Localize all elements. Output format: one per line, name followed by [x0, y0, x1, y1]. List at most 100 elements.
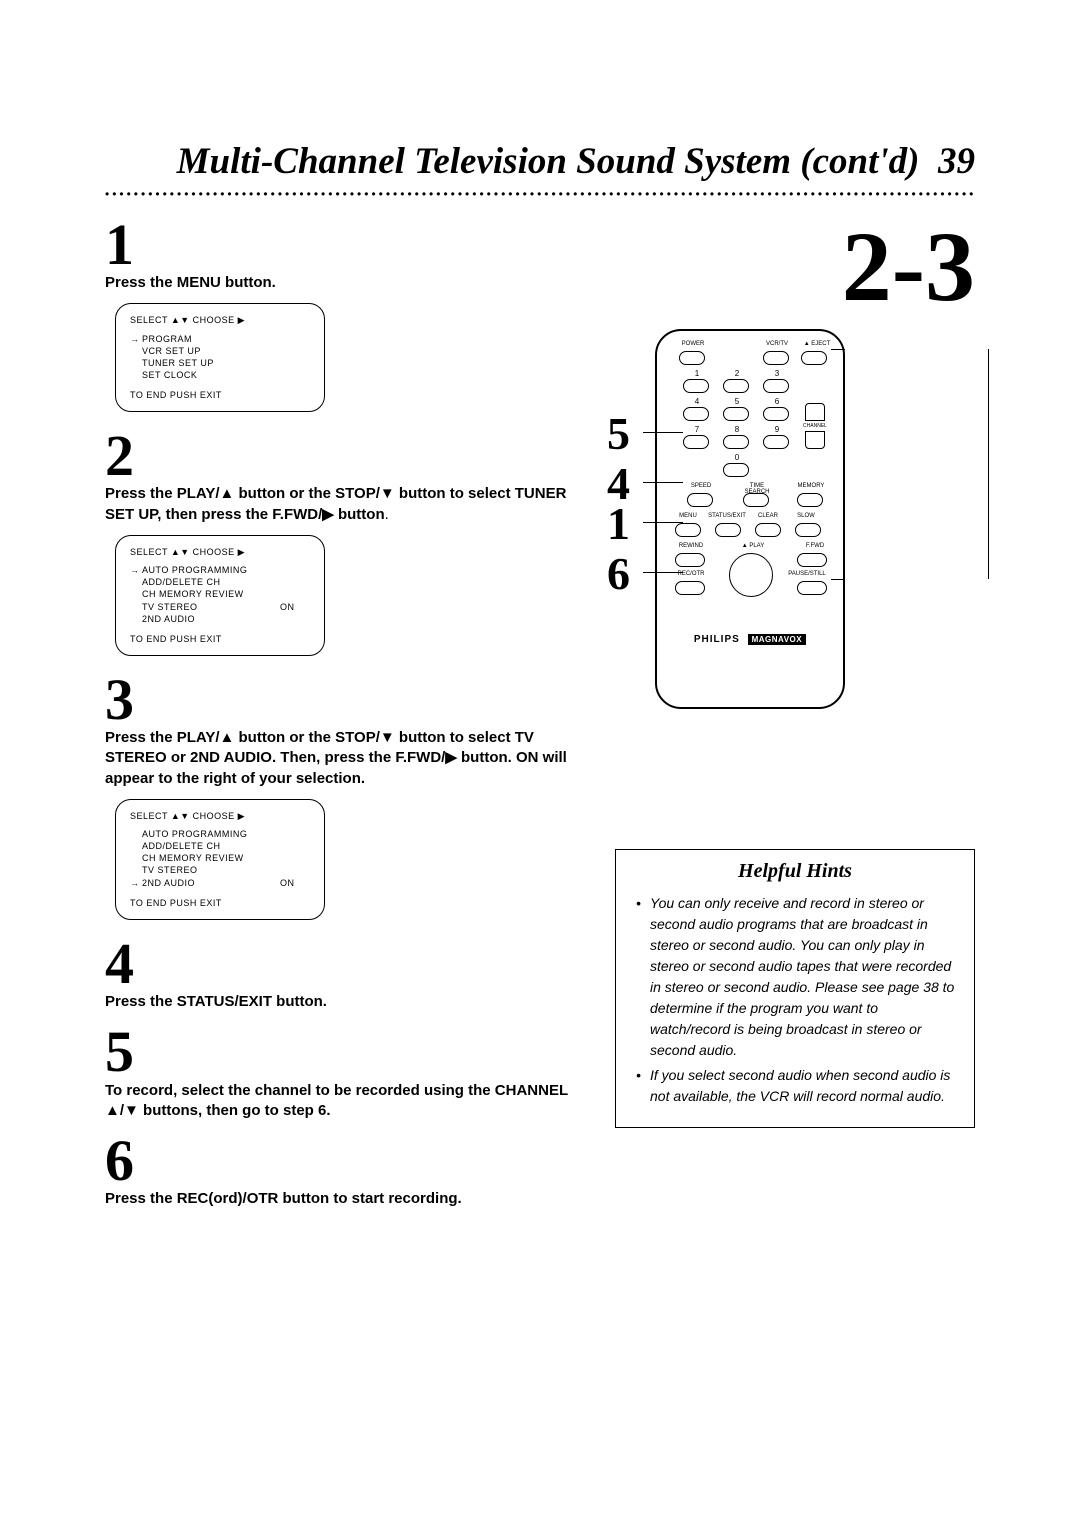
- osd2-label-1: ADD/DELETE CH: [142, 576, 280, 588]
- osd2-label-0: AUTO PROGRAMMING: [142, 564, 280, 576]
- page-title: Multi-Channel Television Sound System (c…: [105, 140, 975, 183]
- btn-0: [723, 463, 749, 477]
- label-rewind: REWIND: [671, 543, 711, 549]
- step2-number: 2: [105, 430, 585, 482]
- right-column: 2-3 5 4 1 6 POWER VCR/TV ▲ EJECT: [615, 219, 975, 1219]
- label-status: STATUS/EXIT: [707, 513, 747, 519]
- osd2-arrow-0: →: [130, 564, 142, 576]
- btn-dpad: [729, 553, 773, 597]
- remote-illustration: POWER VCR/TV ▲ EJECT 1 2 3 4 5 6: [655, 329, 845, 709]
- osd1-header: SELECT ▲▼ CHOOSE ▶: [130, 314, 310, 326]
- brand-row: PHILIPS MAGNAVOX: [657, 634, 843, 645]
- label-pause: PAUSE/STILL: [787, 571, 827, 577]
- btn-ch-up: [805, 403, 825, 421]
- osd2-val-3: ON: [280, 601, 310, 613]
- osd3-arrow-2: [130, 852, 142, 864]
- step5-number: 5: [105, 1026, 585, 1078]
- num-2: 2: [727, 369, 747, 378]
- num-6: 6: [767, 397, 787, 406]
- num-8: 8: [727, 425, 747, 434]
- osd2-val-2: [280, 588, 310, 600]
- remote-wrap: 5 4 1 6 POWER VCR/TV ▲ EJECT 1: [655, 329, 975, 709]
- hint-2: If you select second audio when second a…: [634, 1065, 956, 1107]
- btn-ffwd: [797, 553, 827, 567]
- brand-magnavox: MAGNAVOX: [748, 634, 807, 645]
- osd3-label-2: CH MEMORY REVIEW: [142, 852, 280, 864]
- osd1-footer: TO END PUSH EXIT: [130, 389, 310, 401]
- label-memory: MEMORY: [791, 483, 831, 489]
- btn-1: [683, 379, 709, 393]
- step1-number: 1: [105, 219, 585, 271]
- label-channel: CHANNEL: [795, 423, 835, 429]
- osd1-label-2: TUNER SET UP: [142, 357, 310, 369]
- osd2-arrow-1: [130, 576, 142, 588]
- label-speed: SPEED: [681, 483, 721, 489]
- osd2-footer: TO END PUSH EXIT: [130, 633, 310, 645]
- remote-right-bracket: [988, 349, 989, 579]
- osd3-arrow-3: [130, 864, 142, 876]
- lead-1: 1: [607, 497, 630, 550]
- btn-power: [679, 351, 705, 365]
- label-ffwd: F.FWD: [795, 543, 835, 549]
- step6-text: Press the REC(ord)/OTR button to start r…: [105, 1189, 585, 1209]
- osd3-label-1: ADD/DELETE CH: [142, 840, 280, 852]
- osd3-arrow-0: [130, 828, 142, 840]
- btn-7: [683, 435, 709, 449]
- hint-1: You can only receive and record in stere…: [634, 893, 956, 1061]
- btn-rewind: [675, 553, 705, 567]
- btn-pause: [797, 581, 827, 595]
- osd1-label-3: SET CLOCK: [142, 369, 310, 381]
- osd-menu-1: SELECT ▲▼ CHOOSE ▶ →PROGRAM VCR SET UP T…: [115, 303, 325, 412]
- osd2-label-3: TV STEREO: [142, 601, 280, 613]
- step3-text: Press the PLAY/▲ button or the STOP/▼ bu…: [105, 728, 585, 789]
- osd3-val-1: [280, 840, 310, 852]
- big-callout-23: 2-3: [842, 209, 975, 324]
- step4-number: 4: [105, 938, 585, 990]
- num-4: 4: [687, 397, 707, 406]
- osd3-val-2: [280, 852, 310, 864]
- btn-5: [723, 407, 749, 421]
- step3-text-a: Press the PLAY/▲ button or the STOP/▼ bu…: [105, 729, 534, 766]
- label-vcrtv: VCR/TV: [757, 341, 797, 347]
- osd2-label-4: 2ND AUDIO: [142, 613, 280, 625]
- osd2-label-2: CH MEMORY REVIEW: [142, 588, 280, 600]
- osd2-header: SELECT ▲▼ CHOOSE ▶: [130, 546, 310, 558]
- label-slow: SLOW: [791, 513, 821, 519]
- btn-9: [763, 435, 789, 449]
- osd2-val-1: [280, 576, 310, 588]
- osd3-val-0: [280, 828, 310, 840]
- btn-timesearch: [743, 493, 769, 507]
- osd2-val-0: [280, 564, 310, 576]
- lead-5: 5: [607, 407, 630, 460]
- helpful-hints-box: Helpful Hints You can only receive and r…: [615, 849, 975, 1128]
- btn-menu: [675, 523, 701, 537]
- label-clear: CLEAR: [753, 513, 783, 519]
- num-5: 5: [727, 397, 747, 406]
- label-eject: ▲ EJECT: [797, 341, 837, 347]
- osd3-val-3: [280, 864, 310, 876]
- osd2-arrow-2: [130, 588, 142, 600]
- hints-title: Helpful Hints: [634, 860, 956, 883]
- left-column: 1 Press the MENU button. SELECT ▲▼ CHOOS…: [105, 219, 585, 1219]
- step4-text: Press the STATUS/EXIT button.: [105, 992, 585, 1012]
- btn-6: [763, 407, 789, 421]
- lead-6: 6: [607, 547, 630, 600]
- btn-status: [715, 523, 741, 537]
- btn-3: [763, 379, 789, 393]
- osd1-arrow-2: [130, 357, 142, 369]
- label-menu: MENU: [673, 513, 703, 519]
- btn-eject: [801, 351, 827, 365]
- osd1-arrow-0: →: [130, 333, 142, 345]
- label-power: POWER: [673, 341, 713, 347]
- num-0: 0: [727, 453, 747, 462]
- label-recotr: REC/OTR: [671, 571, 711, 577]
- num-7: 7: [687, 425, 707, 434]
- step1-text: Press the MENU button.: [105, 273, 585, 293]
- osd-menu-2: SELECT ▲▼ CHOOSE ▶ →AUTO PROGRAMMING ADD…: [115, 535, 325, 656]
- osd3-val-4: ON: [280, 877, 310, 889]
- osd3-header: SELECT ▲▼ CHOOSE ▶: [130, 810, 310, 822]
- title-main: Multi-Channel Television Sound System (c…: [177, 141, 920, 182]
- btn-memory: [797, 493, 823, 507]
- osd3-footer: TO END PUSH EXIT: [130, 897, 310, 909]
- page-number: 39: [938, 141, 975, 182]
